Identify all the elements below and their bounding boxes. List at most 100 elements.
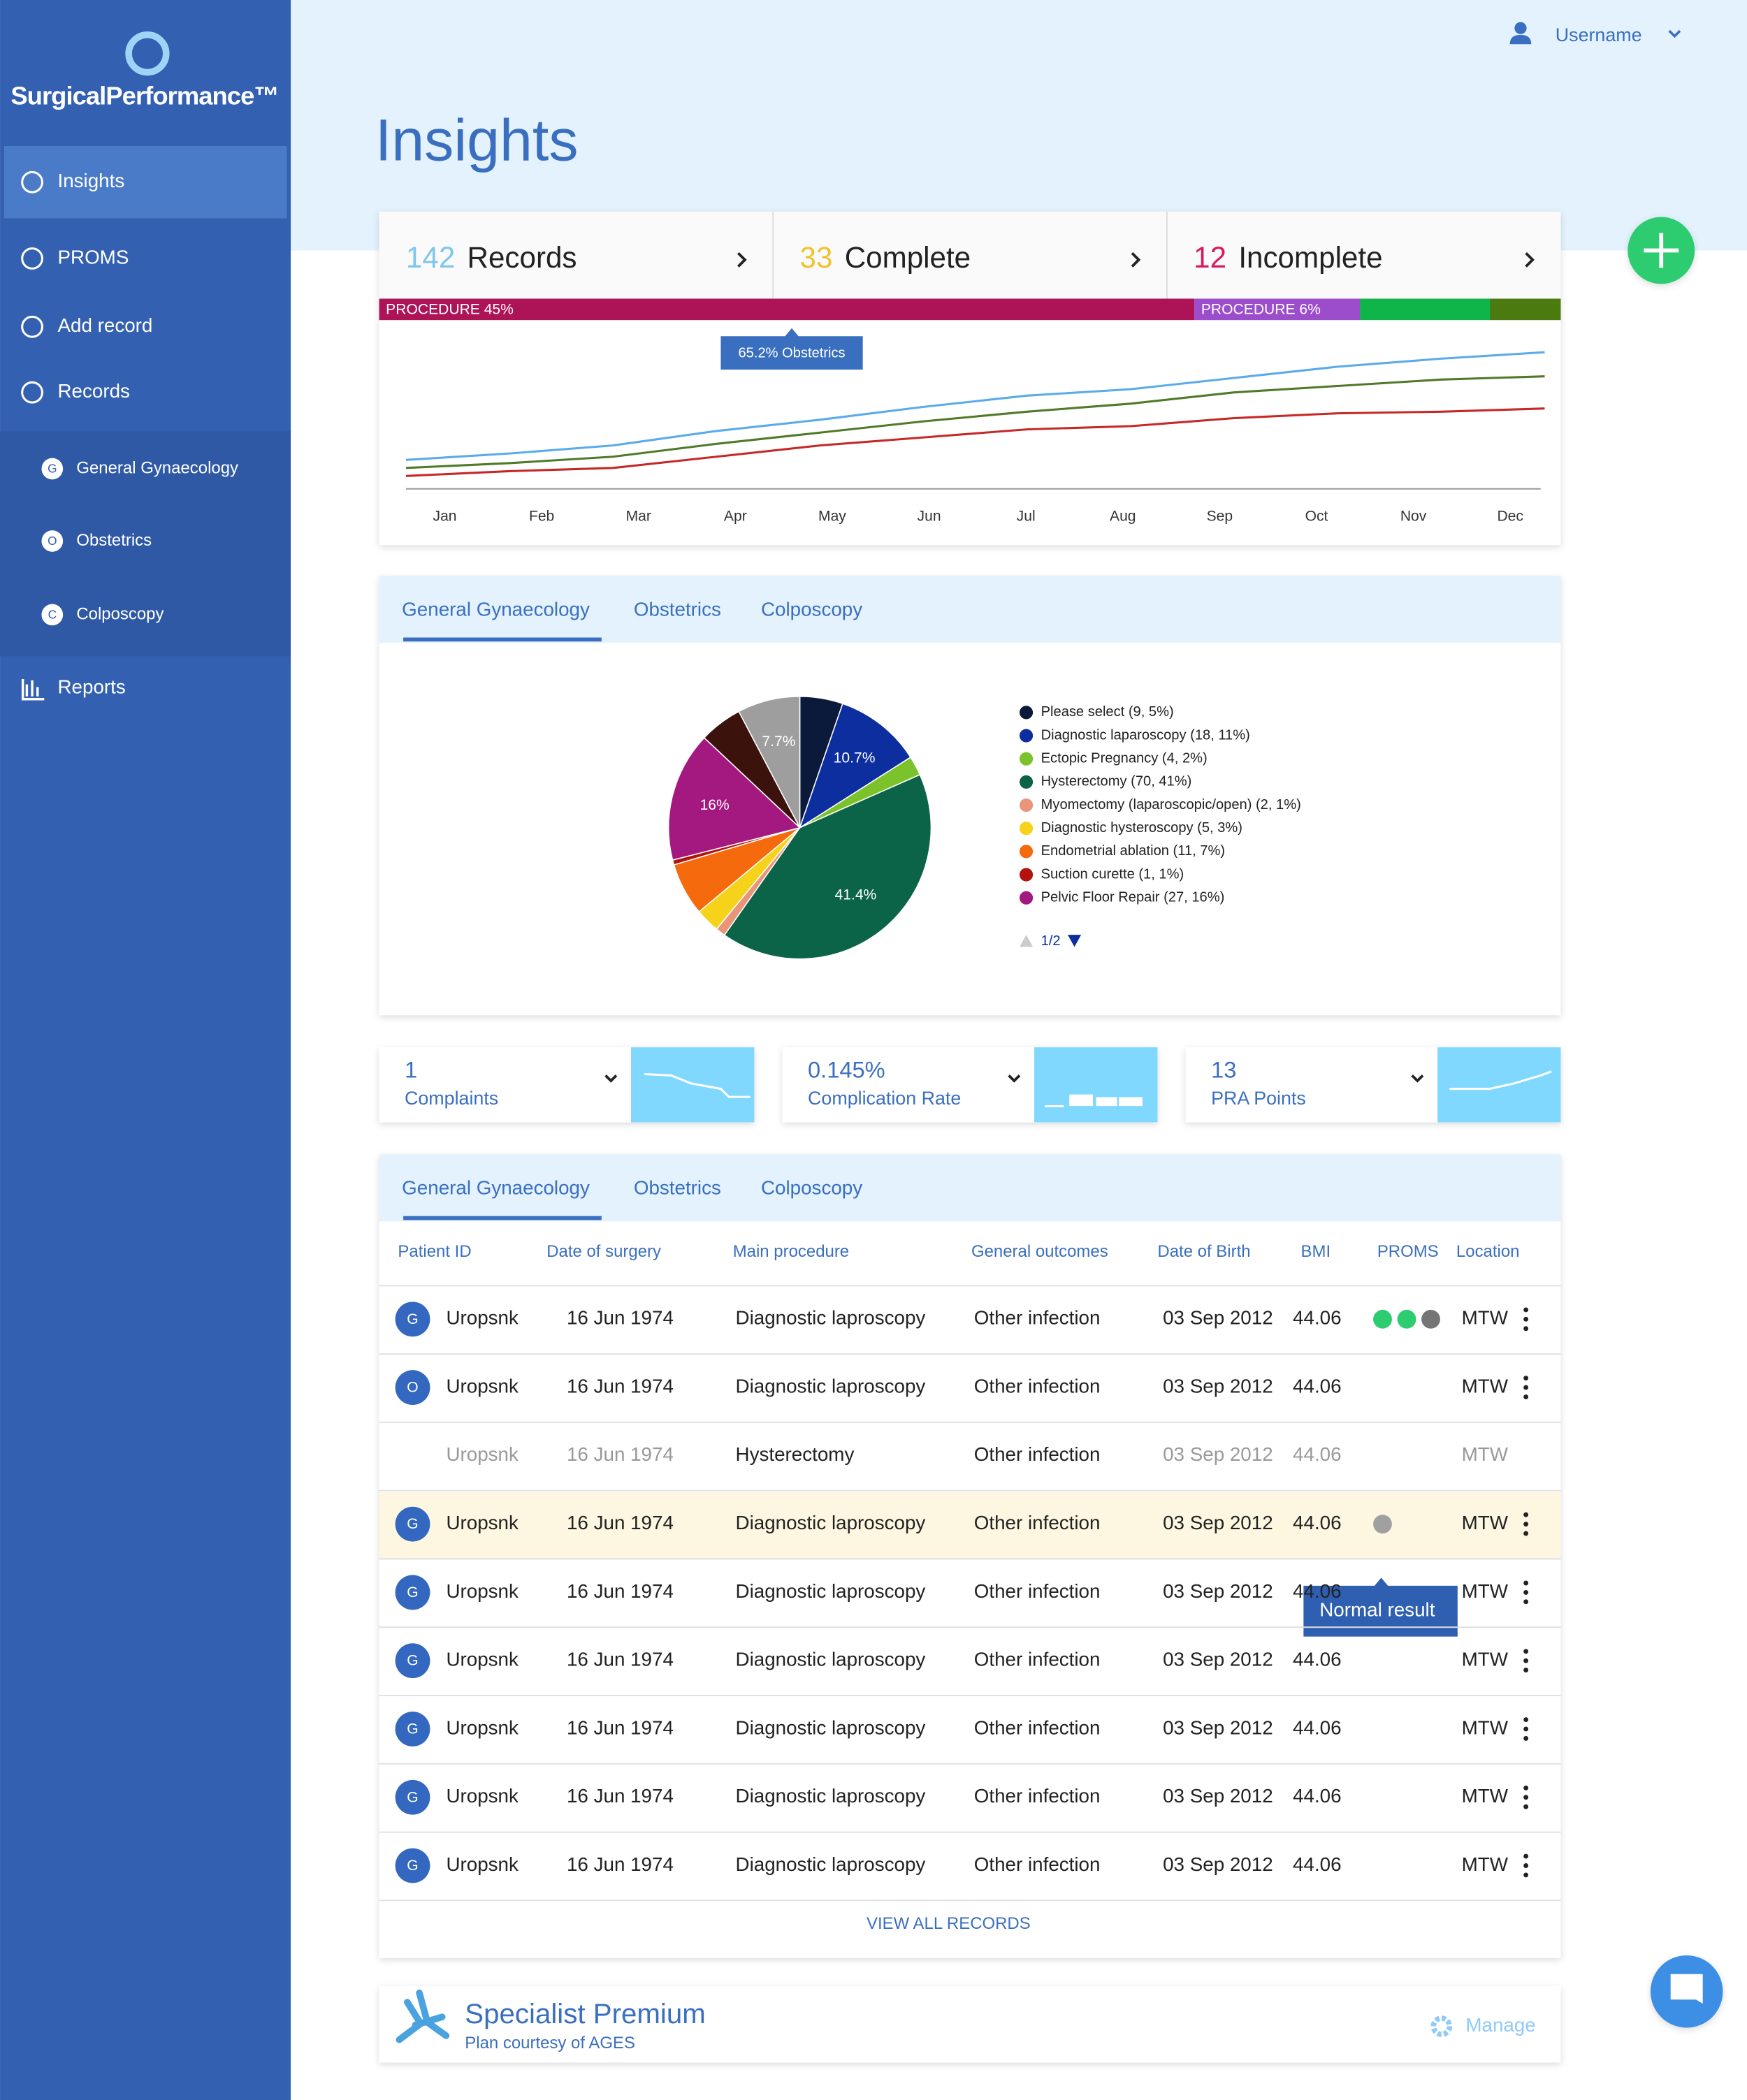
tab[interactable]: General Gynaecology: [402, 599, 590, 620]
row-menu[interactable]: [1523, 1589, 1529, 1595]
row-menu[interactable]: [1523, 1863, 1529, 1868]
row-menu[interactable]: [1523, 1385, 1529, 1390]
cell: Other infection: [974, 1785, 1101, 1807]
nav-item[interactable]: Reports: [57, 676, 125, 698]
patient-letter: O: [407, 1380, 418, 1396]
pie-slice: [799, 703, 912, 829]
row-menu[interactable]: [1523, 1668, 1529, 1673]
column-header: Date of surgery: [546, 1242, 661, 1261]
legend-swatch: [1019, 775, 1034, 789]
nav-icon: [21, 315, 43, 338]
metric-chevron[interactable]: [1008, 1074, 1021, 1083]
row-menu[interactable]: [1523, 1872, 1529, 1878]
row-menu[interactable]: [1523, 1795, 1529, 1800]
tab[interactable]: Obstetrics: [634, 599, 721, 620]
patient-letter: G: [407, 1311, 418, 1327]
summary-label[interactable]: Records: [467, 241, 577, 274]
nav-item[interactable]: Insights: [57, 170, 124, 191]
prom-dot[interactable]: [1421, 1309, 1440, 1329]
nav-item[interactable]: Records: [57, 380, 129, 402]
x-tick-label: Apr: [724, 509, 747, 525]
nav-icon: [21, 381, 43, 404]
cell: MTW: [1462, 1580, 1509, 1602]
summary-count[interactable]: 142: [406, 241, 455, 274]
plan-action[interactable]: Manage: [1465, 2014, 1535, 2036]
nav-sub-item[interactable]: Obstetrics: [76, 531, 152, 550]
patient-avatar: [395, 1712, 430, 1747]
row-menu[interactable]: [1523, 1307, 1529, 1313]
view-all[interactable]: VIEW ALL RECORDS: [867, 1914, 1031, 1933]
row-menu[interactable]: [1523, 1531, 1529, 1536]
cell: 16 Jun 1974: [567, 1443, 674, 1465]
prom-dot[interactable]: [1373, 1515, 1392, 1534]
column-header: PROMS: [1377, 1242, 1439, 1261]
tab[interactable]: General Gynaecology: [402, 1177, 590, 1199]
plan-title: Specialist Premium: [465, 1998, 705, 2029]
x-tick-label: Jun: [918, 509, 941, 525]
row-menu[interactable]: [1523, 1658, 1529, 1663]
summary-label[interactable]: Complete: [845, 241, 971, 274]
row-menu[interactable]: [1523, 1853, 1529, 1859]
legend-swatch: [1019, 706, 1034, 720]
row-menu[interactable]: [1523, 1649, 1529, 1654]
row-menu[interactable]: [1523, 1326, 1529, 1332]
row-menu[interactable]: [1523, 1804, 1529, 1809]
prom-dot[interactable]: [1373, 1309, 1392, 1329]
row-menu[interactable]: [1523, 1522, 1529, 1527]
cell: MTW: [1462, 1716, 1509, 1738]
cell: Uropsnk: [446, 1307, 519, 1329]
cell: Other infection: [974, 1649, 1101, 1670]
line-series: [405, 375, 1545, 469]
user-chevron[interactable]: [1668, 29, 1681, 38]
progress-segment: [1490, 298, 1561, 321]
summary-chevron[interactable]: [1131, 251, 1141, 268]
user-icon: [1509, 34, 1532, 45]
nav-item[interactable]: Add record: [57, 314, 152, 336]
row-menu[interactable]: [1523, 1726, 1529, 1732]
gear-icon: [1430, 2015, 1453, 2037]
nav-icon: [21, 170, 43, 194]
tab-indicator: [403, 637, 602, 642]
summary-count[interactable]: 12: [1194, 241, 1226, 274]
legend-label: Please select (9, 5%): [1041, 704, 1174, 720]
cell: MTW: [1462, 1375, 1509, 1397]
row-menu[interactable]: [1523, 1376, 1529, 1381]
metric-chevron[interactable]: [1411, 1074, 1424, 1083]
column-header: Location: [1456, 1242, 1520, 1261]
legend-swatch: [1019, 729, 1034, 743]
cell: 03 Sep 2012: [1163, 1649, 1273, 1670]
row-menu[interactable]: [1523, 1580, 1529, 1586]
summary-chevron[interactable]: [1525, 251, 1535, 268]
row-menu[interactable]: [1523, 1394, 1529, 1399]
username[interactable]: Username: [1556, 24, 1642, 45]
nav-sub-item[interactable]: General Gynaecology: [76, 458, 238, 477]
row-menu[interactable]: [1523, 1316, 1529, 1322]
tab-bar: [379, 1154, 1561, 1222]
x-tick-label: Nov: [1400, 509, 1427, 525]
row-menu[interactable]: [1523, 1512, 1529, 1517]
plan-logo: [396, 1989, 450, 2043]
x-tick-label: Aug: [1110, 509, 1136, 525]
metric-spark: [1449, 1070, 1552, 1091]
cell: 44.06: [1293, 1649, 1342, 1670]
x-tick-label: May: [818, 509, 846, 525]
prom-dot[interactable]: [1397, 1309, 1416, 1329]
nav-item[interactable]: PROMS: [57, 246, 129, 268]
row-menu[interactable]: [1523, 1735, 1529, 1741]
row-menu[interactable]: [1523, 1717, 1529, 1722]
row-menu[interactable]: [1523, 1599, 1529, 1605]
summary-label[interactable]: Incomplete: [1238, 241, 1382, 274]
summary-count[interactable]: 33: [800, 241, 833, 274]
tab[interactable]: Obstetrics: [634, 1177, 721, 1199]
tab[interactable]: Colposcopy: [761, 1177, 862, 1199]
row-menu[interactable]: [1523, 1785, 1529, 1791]
legend-prev[interactable]: [1019, 935, 1034, 947]
cell: 03 Sep 2012: [1163, 1307, 1273, 1329]
tab[interactable]: Colposcopy: [761, 599, 862, 620]
summary-chevron[interactable]: [737, 251, 747, 268]
nav-sub-item[interactable]: Colposcopy: [76, 604, 164, 623]
metric-chevron[interactable]: [604, 1074, 618, 1083]
cell: 44.06: [1293, 1443, 1342, 1465]
legend-next[interactable]: [1067, 935, 1082, 947]
